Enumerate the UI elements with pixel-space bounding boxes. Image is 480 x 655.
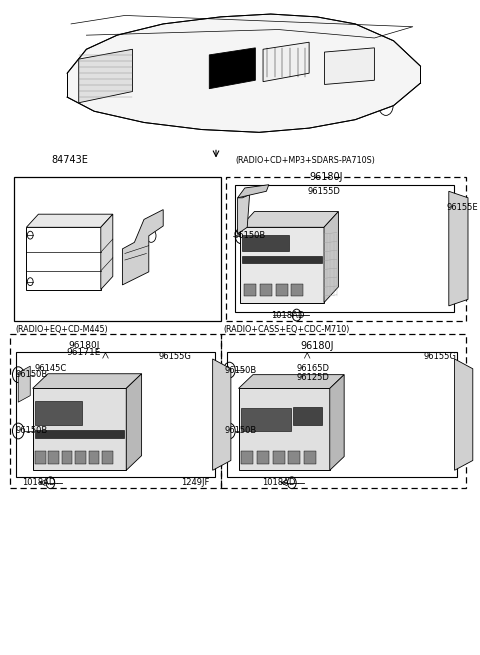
Bar (241, 408, 291, 431)
Bar (89, 451, 99, 464)
Polygon shape (240, 212, 338, 227)
Polygon shape (238, 185, 269, 198)
Text: 1018AD: 1018AD (23, 478, 56, 487)
Text: 96150B: 96150B (225, 426, 257, 436)
Text: 84743E: 84743E (51, 155, 88, 165)
Bar (14, 177, 221, 321)
Bar (35, 451, 46, 464)
Text: (RADIO+CD+MP3+SDARS-PA710S): (RADIO+CD+MP3+SDARS-PA710S) (235, 156, 375, 165)
Polygon shape (101, 214, 113, 290)
Polygon shape (67, 14, 420, 132)
Text: 96165D: 96165D (297, 364, 330, 373)
Bar (260, 284, 272, 296)
Polygon shape (79, 49, 132, 103)
Text: 96145C: 96145C (35, 364, 67, 373)
Bar (62, 451, 72, 464)
Polygon shape (449, 191, 468, 306)
Bar (16, 352, 215, 477)
Bar (241, 451, 253, 464)
Text: 96150B: 96150B (16, 370, 48, 379)
Bar (75, 451, 86, 464)
Bar (242, 255, 322, 263)
Circle shape (55, 447, 63, 457)
Text: 96180J: 96180J (300, 341, 334, 350)
Bar (293, 407, 323, 425)
Circle shape (74, 447, 82, 457)
Text: 96180J: 96180J (68, 341, 100, 350)
Text: 96180J: 96180J (310, 172, 343, 181)
Polygon shape (209, 48, 255, 88)
Bar (291, 284, 303, 296)
Bar (26, 227, 101, 290)
Bar (244, 284, 256, 296)
Circle shape (36, 447, 44, 457)
Text: 96155G: 96155G (423, 352, 456, 362)
Bar (257, 451, 269, 464)
Text: 96150B: 96150B (234, 231, 266, 240)
Polygon shape (324, 212, 338, 303)
Bar (48, 451, 59, 464)
Bar (235, 185, 454, 312)
Bar (221, 334, 466, 488)
Circle shape (262, 445, 268, 455)
Text: (RADIO+EQ+CD-M445): (RADIO+EQ+CD-M445) (16, 325, 108, 334)
Polygon shape (239, 388, 330, 470)
Polygon shape (455, 359, 473, 470)
Text: 1249JF: 1249JF (181, 478, 210, 487)
Text: 96150B: 96150B (225, 365, 257, 375)
Polygon shape (330, 375, 344, 470)
Polygon shape (26, 214, 113, 227)
Polygon shape (126, 374, 142, 470)
Bar (226, 177, 466, 321)
Text: 96125D: 96125D (297, 373, 329, 382)
Text: 1018AD: 1018AD (271, 310, 305, 320)
Bar (242, 234, 288, 252)
Polygon shape (238, 195, 250, 234)
Polygon shape (239, 375, 344, 388)
Bar (102, 451, 113, 464)
Polygon shape (18, 366, 30, 402)
Polygon shape (122, 210, 163, 285)
Polygon shape (33, 388, 126, 470)
Text: 96171E: 96171E (67, 348, 101, 358)
Bar (273, 451, 285, 464)
Text: 96150B: 96150B (16, 426, 48, 436)
Circle shape (281, 445, 288, 455)
Polygon shape (33, 374, 142, 388)
Bar (288, 451, 300, 464)
Text: 1018AD: 1018AD (262, 478, 295, 487)
Text: 96155E: 96155E (446, 203, 478, 212)
Polygon shape (213, 359, 231, 470)
Bar (10, 334, 221, 488)
Text: 96155D: 96155D (307, 187, 340, 196)
Polygon shape (263, 42, 309, 82)
Bar (304, 451, 316, 464)
Polygon shape (324, 48, 374, 84)
Circle shape (242, 445, 249, 455)
Bar (276, 284, 288, 296)
Bar (227, 352, 457, 477)
Bar (35, 401, 82, 425)
Bar (35, 430, 124, 438)
Text: 96155G: 96155G (158, 352, 191, 362)
Text: (RADIO+CASS+EQ+CDC-M710): (RADIO+CASS+EQ+CDC-M710) (223, 325, 349, 334)
Bar (240, 227, 324, 303)
